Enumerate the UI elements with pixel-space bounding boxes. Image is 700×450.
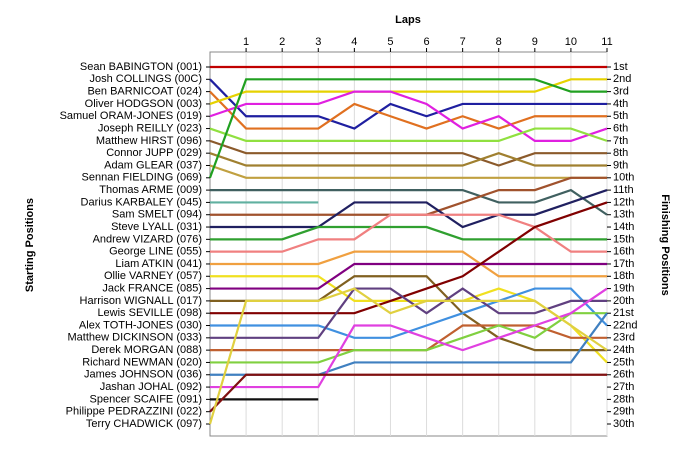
x-tick-label: 7 <box>460 36 466 48</box>
driver-label: Connor JUPP (029) <box>106 147 202 159</box>
y2-tick-label: 9th <box>613 159 628 171</box>
driver-line <box>209 90 607 130</box>
driver-line <box>210 312 607 364</box>
driver-label: Thomas ARME (009) <box>99 184 202 196</box>
y-axis-title: Starting Positions <box>24 198 36 292</box>
driver-label: Philippe PEDRAZZINI (022) <box>66 406 202 418</box>
y2-tick-label: 7th <box>613 135 628 147</box>
driver-label: Darius KARBALEY (045) <box>81 196 202 208</box>
x-tick-label: 9 <box>532 36 538 48</box>
driver-line <box>208 287 608 425</box>
driver-label: Josh COLLINGS (00C) <box>90 73 202 85</box>
y2-tick-label: 10th <box>613 172 634 184</box>
driver-label: Ollie VARNEY (057) <box>104 270 202 282</box>
driver-line <box>210 250 607 278</box>
driver-line <box>208 78 607 179</box>
x-tick-label: 11 <box>601 36 612 48</box>
y2-tick-label: 13th <box>613 209 634 221</box>
y2-tick-label: 24th <box>613 344 634 356</box>
x-tick-label: 5 <box>387 36 393 48</box>
x-tick-label: 1 <box>243 36 249 48</box>
driver-line <box>209 90 608 142</box>
y2-tick-label: 8th <box>613 147 628 159</box>
driver-line <box>209 373 607 413</box>
driver-label: Steve LYALL (031) <box>111 221 202 233</box>
driver-label: Spencer SCAIFE (091) <box>90 393 203 405</box>
driver-line <box>209 139 607 167</box>
y2-tick-label: 15th <box>613 233 634 245</box>
driver-label: Andrew VIZARD (076) <box>93 233 202 245</box>
y2-tick-label: 30th <box>613 418 634 430</box>
x-tick-label: 3 <box>315 36 321 48</box>
driver-label: Richard NEWMAN (020) <box>82 356 202 368</box>
y2-tick-label: 17th <box>613 258 634 270</box>
y2-tick-label: 22nd <box>613 319 637 331</box>
y2-tick-label: 12th <box>613 196 634 208</box>
y2-tick-label: 2nd <box>613 73 631 85</box>
y2-tick-label: 25th <box>613 356 634 368</box>
driver-line <box>209 78 607 130</box>
y2-tick-label: 19th <box>613 282 634 294</box>
y2-tick-label: 18th <box>613 270 634 282</box>
y2-tick-label: 5th <box>613 110 628 122</box>
x-tick-label: 8 <box>496 36 502 48</box>
y2-tick-label: 27th <box>613 381 634 393</box>
y2-tick-label: 29th <box>613 406 634 418</box>
driver-label: Sennan FIELDING (069) <box>82 172 202 184</box>
driver-line <box>209 127 608 142</box>
driver-line <box>210 189 608 229</box>
driver-label: Derek MORGAN (088) <box>91 344 202 356</box>
driver-label: Harrison WIGNALL (017) <box>80 295 202 307</box>
driver-line <box>210 188 608 216</box>
driver-label: Sam SMELT (094) <box>112 209 202 221</box>
x-tick-label: 6 <box>423 36 429 48</box>
driver-line <box>210 262 607 290</box>
driver-label: Jack FRANCE (085) <box>102 282 202 294</box>
x-axis-title: Laps <box>395 14 421 26</box>
y2-tick-label: 6th <box>613 122 628 134</box>
driver-label: Ben BARNICOAT (024) <box>87 86 202 98</box>
driver-label: Jashan JOHAL (092) <box>100 381 202 393</box>
y2-tick-label: 20th <box>613 295 634 307</box>
driver-line <box>210 287 608 389</box>
driver-label: Matthew HIRST (096) <box>96 135 202 147</box>
driver-label: Lewis SEVILLE (098) <box>97 307 202 319</box>
driver-label: Matthew DICKINSON (033) <box>68 332 202 344</box>
driver-line <box>210 201 608 315</box>
x-tick-label: 10 <box>565 36 577 48</box>
driver-label: Terry CHADWICK (097) <box>86 418 202 430</box>
driver-line <box>210 287 607 339</box>
driver-label: Sean BABINGTON (001) <box>80 61 202 73</box>
y2-tick-label: 26th <box>613 369 634 381</box>
y2-tick-label: 11th <box>613 184 634 196</box>
driver-label: Oliver HODGSON (003) <box>85 98 202 110</box>
driver-label: Liam ATKIN (041) <box>115 258 202 270</box>
y2-tick-label: 28th <box>613 393 634 405</box>
driver-label: Joseph REILLY (023) <box>98 122 202 134</box>
driver-label: James JOHNSON (036) <box>84 369 202 381</box>
y2-axis-title: Finishing Positions <box>659 194 671 295</box>
y2-tick-label: 14th <box>613 221 634 233</box>
y2-tick-label: 3rd <box>613 86 629 98</box>
driver-line <box>210 213 607 253</box>
y2-tick-label: 1st <box>613 61 628 73</box>
driver-label: Alex TOTH-JONES (030) <box>79 319 202 331</box>
driver-label: Adam GLEAR (037) <box>104 159 202 171</box>
y2-tick-label: 16th <box>613 246 634 258</box>
y2-tick-label: 21st <box>613 307 634 319</box>
driver-line <box>209 164 607 179</box>
y2-tick-label: 4th <box>613 98 628 110</box>
driver-label: Samuel ORAM-JONES (019) <box>60 110 202 122</box>
x-tick-label: 2 <box>279 36 285 48</box>
driver-line <box>210 225 607 241</box>
x-tick-label: 4 <box>351 36 357 48</box>
driver-line <box>209 152 607 167</box>
driver-line <box>209 78 607 105</box>
y2-tick-label: 23rd <box>613 332 635 344</box>
driver-label: George LINE (055) <box>109 246 202 258</box>
